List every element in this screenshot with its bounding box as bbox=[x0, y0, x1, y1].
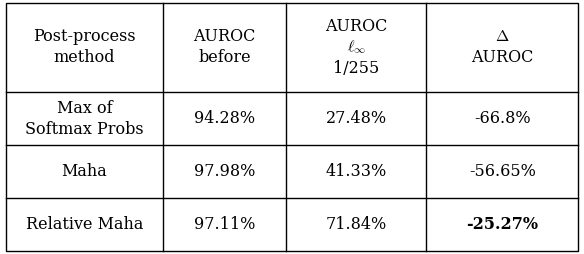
Text: 71.84%: 71.84% bbox=[326, 216, 387, 233]
Text: 41.33%: 41.33% bbox=[326, 163, 387, 180]
Text: 97.11%: 97.11% bbox=[194, 216, 255, 233]
Text: Maha: Maha bbox=[62, 163, 107, 180]
Text: $\Delta$
AUROC: $\Delta$ AUROC bbox=[471, 28, 534, 66]
Text: Post-process
method: Post-process method bbox=[33, 28, 136, 66]
Text: Max of
Softmax Probs: Max of Softmax Probs bbox=[25, 100, 144, 138]
Text: AUROC
before: AUROC before bbox=[193, 28, 256, 66]
Text: 97.98%: 97.98% bbox=[194, 163, 255, 180]
Text: 27.48%: 27.48% bbox=[326, 110, 387, 127]
Text: -56.65%: -56.65% bbox=[469, 163, 536, 180]
Text: 94.28%: 94.28% bbox=[194, 110, 255, 127]
Text: -25.27%: -25.27% bbox=[467, 216, 538, 233]
Text: Relative Maha: Relative Maha bbox=[26, 216, 143, 233]
Text: -66.8%: -66.8% bbox=[474, 110, 531, 127]
Text: AUROC
$\ell_\infty$
1/255: AUROC $\ell_\infty$ 1/255 bbox=[325, 18, 388, 77]
